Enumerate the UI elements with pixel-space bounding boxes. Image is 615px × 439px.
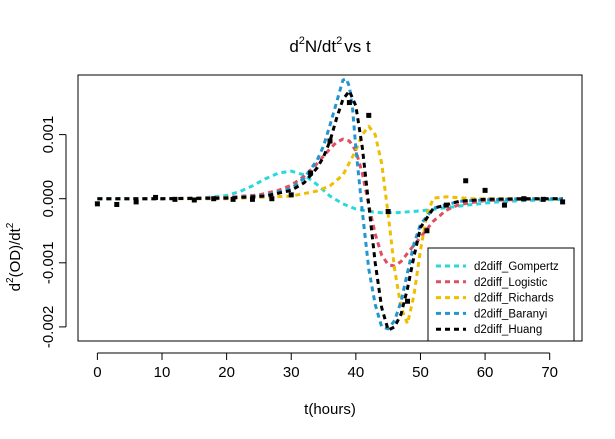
legend-label-0: d2diff_Gompertz xyxy=(474,261,559,273)
series-line-3 xyxy=(97,77,563,331)
legend-label-1: d2diff_Logistic xyxy=(474,277,548,289)
x-tick-label: 50 xyxy=(412,364,429,381)
data-point xyxy=(405,298,411,304)
data-point xyxy=(501,202,507,208)
x-tick-label: 10 xyxy=(154,364,171,381)
y-tick-label: 0.000 xyxy=(40,180,57,218)
data-point xyxy=(385,209,391,215)
data-point xyxy=(288,192,294,198)
y-tick-label: 0.001 xyxy=(40,116,57,154)
points-layer xyxy=(94,100,566,304)
legend-label-2: d2diff_Richards xyxy=(474,293,554,305)
x-tick-label: 60 xyxy=(477,364,494,381)
data-point xyxy=(521,196,527,202)
data-point xyxy=(230,196,236,202)
series-line-1 xyxy=(97,137,563,268)
series-line-2 xyxy=(97,124,563,326)
data-point xyxy=(327,138,333,144)
x-tick-label: 20 xyxy=(218,364,235,381)
plot-frame xyxy=(77,74,583,342)
data-point xyxy=(191,197,197,203)
series-line-4 xyxy=(97,89,563,332)
data-point xyxy=(249,196,255,202)
series-line-0 xyxy=(97,169,563,215)
x-tick-label: 0 xyxy=(93,364,101,381)
legend-box xyxy=(427,247,575,342)
data-point xyxy=(133,199,139,205)
y-axis-label: d2(OD)/dt2 xyxy=(5,222,24,291)
data-point xyxy=(172,196,178,202)
y-tick-label: -0.001 xyxy=(40,242,57,285)
data-point xyxy=(94,201,100,207)
x-tick-label: 40 xyxy=(348,364,365,381)
x-axis: 0 10 20 30 40 50 60 70 xyxy=(93,352,558,381)
legend-label-3: d2diff_Baranyi xyxy=(474,308,547,320)
data-point xyxy=(560,199,566,205)
data-point xyxy=(463,178,469,184)
data-point xyxy=(482,187,488,193)
data-point xyxy=(269,196,275,202)
x-axis-label: t(hours) xyxy=(304,401,356,418)
x-tick-label: 70 xyxy=(541,364,558,381)
chart-title: d2N/dt2 vs t xyxy=(289,35,371,56)
x-tick-label: 30 xyxy=(283,364,300,381)
series-layer xyxy=(97,77,563,332)
legend: d2diff_Gompertz d2diff_Logistic d2diff_Ric… xyxy=(427,247,575,342)
data-point xyxy=(540,196,546,202)
data-point xyxy=(443,202,449,208)
y-axis: -0.002 -0.001 0.000 0.001 xyxy=(40,116,67,349)
data-point xyxy=(153,194,159,200)
data-point xyxy=(308,170,314,176)
data-point xyxy=(211,196,217,202)
legend-label-4: d2diff_Huang xyxy=(474,324,542,336)
data-point xyxy=(114,201,120,207)
data-point xyxy=(346,100,352,106)
data-point xyxy=(366,112,372,118)
y-tick-label: -0.002 xyxy=(40,306,57,349)
data-point xyxy=(424,228,430,234)
